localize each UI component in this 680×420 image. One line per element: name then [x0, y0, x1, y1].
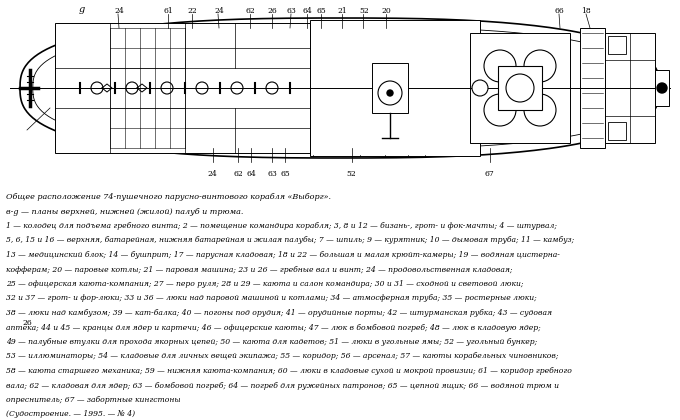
Text: 49 — палубные втулки для прохода якорных цепей; 50 — каюта для кадетов; 51 — люк: 49 — палубные втулки для прохода якорных…: [6, 338, 537, 346]
Text: 1 — колодец для подъема гребного винта; 2 — помещение командира корабля; 3, 8 и : 1 — колодец для подъема гребного винта; …: [6, 222, 557, 230]
Circle shape: [657, 83, 667, 93]
Bar: [55, 23, 310, 153]
Text: 52: 52: [359, 7, 369, 15]
Text: 64: 64: [247, 170, 256, 178]
Circle shape: [387, 90, 393, 96]
Text: 32 и 37 — грот- и фор-люки; 33 и 36 — люки над паровой машиной и котлами; 34 — а: 32 и 37 — грот- и фор-люки; 33 и 36 — лю…: [6, 294, 537, 302]
Text: 38 — люки над камбузом; 39 — кат-балка; 40 — погоны под орудия; 41 — орудийные п: 38 — люки над камбузом; 39 — кат-балка; …: [6, 309, 552, 317]
Text: 21: 21: [337, 7, 347, 15]
Text: в-g — планы верхней, нижней (жилой) палуб и трюма.: в-g — планы верхней, нижней (жилой) палу…: [6, 207, 243, 215]
Text: 13 — медицинский блок; 14 — бушприт; 17 — парусная кладовая; 18 и 22 — большая и: 13 — медицинский блок; 14 — бушприт; 17 …: [6, 251, 560, 259]
Text: кофферам; 20 — паровые котлы; 21 — паровая машина; 23 и 26 — гребные вал и винт;: кофферам; 20 — паровые котлы; 21 — паров…: [6, 265, 513, 273]
Text: аптека; 44 и 45 — кранцы для ядер и картечи; 46 — офицерские каюты; 47 — люк в б: аптека; 44 и 45 — кранцы для ядер и карт…: [6, 323, 541, 331]
Bar: [580, 28, 605, 148]
Text: 65: 65: [281, 170, 290, 178]
Text: 25 — офицерская каюта-компания; 27 — перо руля; 28 и 29 — каюта и салон командир: 25 — офицерская каюта-компания; 27 — пер…: [6, 280, 524, 288]
Text: вала; 62 — кладовая для ядер; 63 — бомбовой погреб; 64 — погреб для ружейных пат: вала; 62 — кладовая для ядер; 63 — бомбо…: [6, 381, 559, 389]
Text: 26: 26: [22, 319, 32, 327]
Text: 24: 24: [114, 7, 124, 15]
Text: 65: 65: [317, 7, 326, 15]
Text: (Судостроение. — 1995. — № 4): (Судостроение. — 1995. — № 4): [6, 410, 135, 418]
Bar: [498, 66, 542, 110]
Text: 66: 66: [555, 7, 564, 15]
Text: 63: 63: [286, 7, 296, 15]
Text: 26: 26: [267, 7, 277, 15]
Text: 52: 52: [347, 170, 356, 178]
Text: Общее расположение 74-пушечного парусно-винтового корабля «Выборг».: Общее расположение 74-пушечного парусно-…: [6, 193, 331, 201]
Text: 18: 18: [581, 7, 591, 15]
Text: 58 — каюта старшего механика; 59 — нижняя каюта-компания; 60 — люки в кладовые с: 58 — каюта старшего механика; 59 — нижня…: [6, 367, 572, 375]
Text: 61: 61: [164, 7, 173, 15]
Text: 62: 62: [245, 7, 255, 15]
Bar: [655, 70, 669, 106]
Text: 63: 63: [267, 170, 277, 178]
Text: 62: 62: [233, 170, 243, 178]
Bar: [372, 63, 408, 113]
Bar: [608, 36, 626, 54]
Text: 22: 22: [188, 7, 197, 15]
Bar: [605, 33, 655, 143]
Circle shape: [472, 80, 488, 96]
Text: 24: 24: [214, 7, 224, 15]
Text: 20: 20: [381, 7, 391, 15]
Text: 64: 64: [303, 7, 312, 15]
Bar: [470, 33, 570, 143]
Text: опреснитель; 67 — забортные кингстоны: опреснитель; 67 — забортные кингстоны: [6, 396, 181, 404]
Text: g: g: [78, 5, 85, 14]
Text: 24: 24: [208, 170, 218, 178]
Text: 67: 67: [485, 170, 494, 178]
Bar: [310, 20, 480, 156]
Bar: [608, 122, 626, 140]
Text: 5, 6, 15 и 16 — верхняя, батарейная, нижняя батарейная и жилая палубы; 7 — шпиль: 5, 6, 15 и 16 — верхняя, батарейная, ниж…: [6, 236, 574, 244]
Text: 53 — иллюминаторы; 54 — кладовые для личных вещей экипажа; 55 — коридор; 56 — ар: 53 — иллюминаторы; 54 — кладовые для лич…: [6, 352, 558, 360]
